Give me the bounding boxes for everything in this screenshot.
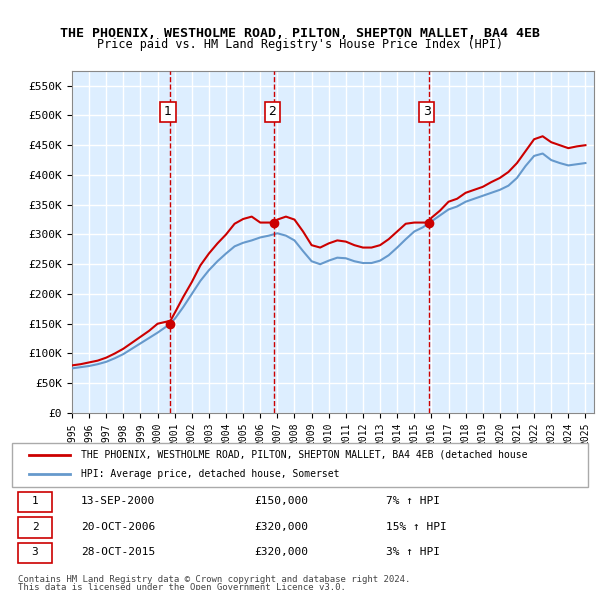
Text: This data is licensed under the Open Government Licence v3.0.: This data is licensed under the Open Gov… — [18, 583, 346, 590]
FancyBboxPatch shape — [18, 491, 52, 512]
Text: 1: 1 — [32, 496, 38, 506]
FancyBboxPatch shape — [12, 442, 588, 487]
Text: 2: 2 — [268, 106, 276, 119]
Text: 28-OCT-2015: 28-OCT-2015 — [81, 547, 155, 557]
Text: £320,000: £320,000 — [254, 547, 308, 557]
FancyBboxPatch shape — [18, 517, 52, 537]
Text: £150,000: £150,000 — [254, 496, 308, 506]
Text: THE PHOENIX, WESTHOLME ROAD, PILTON, SHEPTON MALLET, BA4 4EB (detached house: THE PHOENIX, WESTHOLME ROAD, PILTON, SHE… — [81, 450, 527, 460]
Text: THE PHOENIX, WESTHOLME ROAD, PILTON, SHEPTON MALLET, BA4 4EB: THE PHOENIX, WESTHOLME ROAD, PILTON, SHE… — [60, 27, 540, 40]
Text: Contains HM Land Registry data © Crown copyright and database right 2024.: Contains HM Land Registry data © Crown c… — [18, 575, 410, 584]
Text: 3: 3 — [32, 547, 38, 557]
Text: 3% ↑ HPI: 3% ↑ HPI — [386, 547, 440, 557]
Text: 7% ↑ HPI: 7% ↑ HPI — [386, 496, 440, 506]
Text: 20-OCT-2006: 20-OCT-2006 — [81, 522, 155, 532]
Text: 15% ↑ HPI: 15% ↑ HPI — [386, 522, 447, 532]
Text: HPI: Average price, detached house, Somerset: HPI: Average price, detached house, Some… — [81, 470, 340, 479]
Text: Price paid vs. HM Land Registry's House Price Index (HPI): Price paid vs. HM Land Registry's House … — [97, 38, 503, 51]
Text: 2: 2 — [32, 522, 38, 532]
FancyBboxPatch shape — [18, 543, 52, 563]
Text: 3: 3 — [423, 106, 431, 119]
Text: 1: 1 — [164, 106, 172, 119]
Text: 13-SEP-2000: 13-SEP-2000 — [81, 496, 155, 506]
Text: £320,000: £320,000 — [254, 522, 308, 532]
